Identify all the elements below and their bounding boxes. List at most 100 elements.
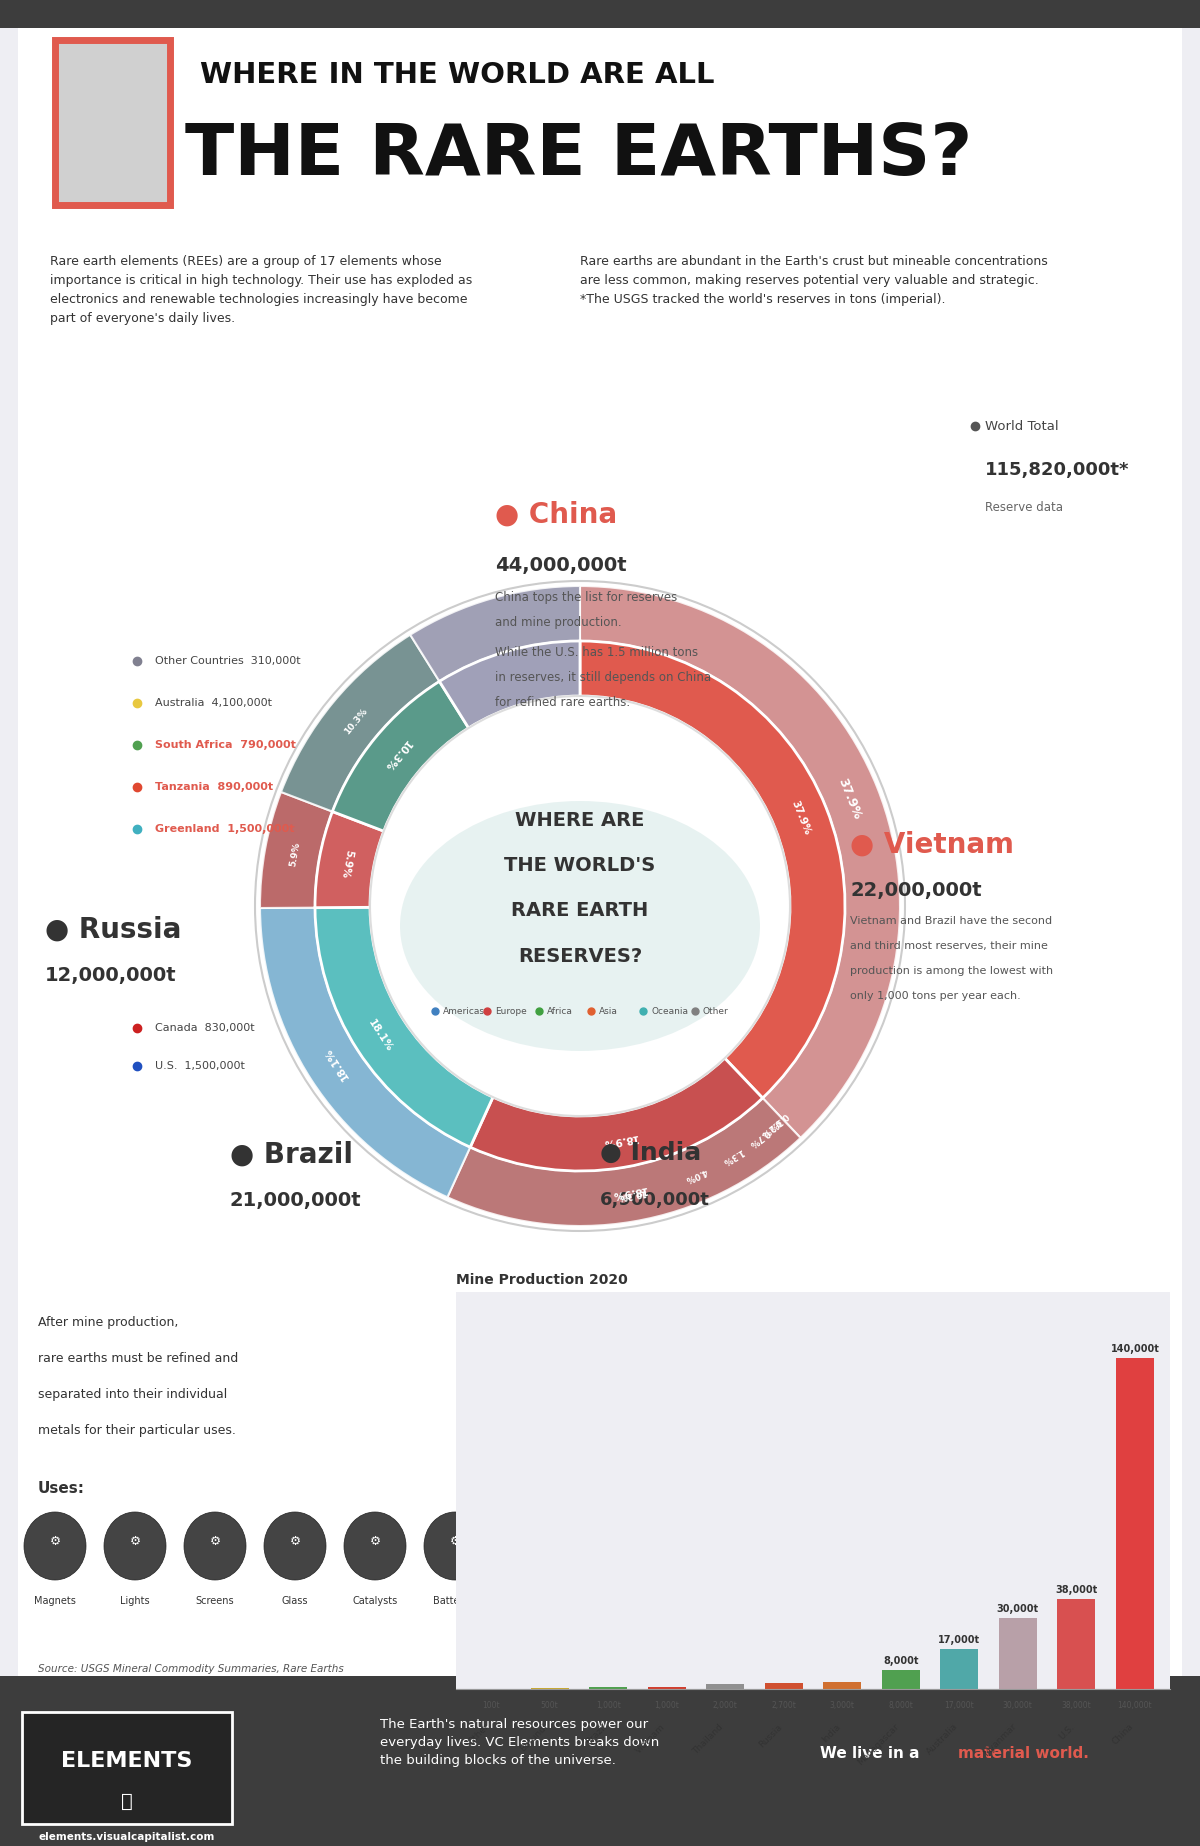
Ellipse shape (104, 1512, 166, 1580)
Text: Asia: Asia (599, 1006, 618, 1015)
Bar (1116, 1359, 1154, 1689)
Text: for refined rare earths.: for refined rare earths. (496, 696, 630, 709)
Text: 3,000t: 3,000t (829, 1700, 854, 1709)
Text: Greenland  1,500,000t: Greenland 1,500,000t (155, 823, 294, 834)
Text: Thailand: Thailand (691, 1722, 725, 1756)
Text: Glass: Glass (282, 1597, 308, 1606)
Text: Europe: Europe (494, 1006, 527, 1015)
Text: 8,000t: 8,000t (888, 1700, 913, 1709)
Text: ● India: ● India (600, 1141, 701, 1165)
Text: WHERE ARE: WHERE ARE (515, 812, 644, 831)
Bar (941, 1648, 978, 1689)
Bar (0, 1676, 1200, 1846)
Text: 21,000,000t: 21,000,000t (230, 1191, 361, 1209)
Text: metals for their particular uses.: metals for their particular uses. (38, 1423, 236, 1436)
Circle shape (370, 696, 790, 1117)
Text: 4.0%: 4.0% (684, 1165, 709, 1183)
Text: 18.1%: 18.1% (323, 1047, 350, 1082)
Text: 10.3%: 10.3% (382, 738, 412, 772)
Text: Uses:: Uses: (38, 1480, 85, 1495)
Text: India: India (820, 1722, 842, 1744)
Text: We live in a: We live in a (820, 1746, 925, 1761)
Text: 500t: 500t (541, 1700, 558, 1709)
Text: South Africa  790,000t: South Africa 790,000t (155, 740, 296, 749)
Text: THE WORLD'S: THE WORLD'S (504, 857, 655, 875)
Text: U.S.  1,500,000t: U.S. 1,500,000t (155, 1061, 245, 1071)
Text: 37.9%: 37.9% (835, 775, 863, 821)
Text: production is among the lowest with: production is among the lowest with (850, 965, 1054, 977)
Text: 30,000t: 30,000t (997, 1604, 1039, 1613)
Text: Rare earths are abundant in the Earth's crust but mineable concentrations
are le: Rare earths are abundant in the Earth's … (580, 255, 1048, 306)
Text: Russia: Russia (757, 1722, 784, 1748)
Bar (0, 0, 1200, 28)
Text: 100t: 100t (482, 1700, 500, 1709)
Text: Canada  830,000t: Canada 830,000t (155, 1023, 254, 1034)
Text: RARE EARTH: RARE EARTH (511, 901, 649, 921)
Text: Steel
Alloys: Steel Alloys (521, 1597, 550, 1617)
Wedge shape (281, 635, 439, 812)
Wedge shape (580, 585, 900, 1137)
Text: Other Countries  310,000t: Other Countries 310,000t (155, 655, 301, 666)
Text: 38,000t: 38,000t (1055, 1586, 1098, 1595)
Text: 38,000t: 38,000t (1062, 1700, 1091, 1709)
Text: 18.1%: 18.1% (367, 1017, 395, 1052)
Text: 18.9%: 18.9% (610, 1183, 647, 1200)
Text: only 1,000 tons per year each.: only 1,000 tons per year each. (850, 991, 1021, 1001)
Text: Reserve data: Reserve data (985, 500, 1063, 513)
Text: ⚙: ⚙ (130, 1534, 140, 1547)
Wedge shape (316, 812, 384, 908)
Text: elements.visualcapitalist.com: elements.visualcapitalist.com (38, 1831, 215, 1842)
Text: 2,000t: 2,000t (713, 1700, 738, 1709)
Text: U.S.: U.S. (1057, 1722, 1076, 1741)
Wedge shape (448, 1098, 800, 1226)
Text: Other: Other (703, 1006, 728, 1015)
Text: Vietnam and Brazil have the second: Vietnam and Brazil have the second (850, 916, 1052, 927)
Text: separated into their individual: separated into their individual (38, 1388, 227, 1401)
Text: Myanmar: Myanmar (982, 1722, 1018, 1759)
Text: 0.2%: 0.2% (758, 1117, 782, 1139)
Text: Australia  4,100,000t: Australia 4,100,000t (155, 698, 272, 709)
Text: Madagascar: Madagascar (856, 1722, 901, 1767)
Text: 10.3%: 10.3% (343, 707, 370, 737)
Text: ● Brazil: ● Brazil (230, 1141, 353, 1169)
Text: ELEMENTS: ELEMENTS (61, 1752, 193, 1770)
Text: Lights: Lights (120, 1597, 150, 1606)
Ellipse shape (264, 1512, 326, 1580)
Text: China: China (1110, 1722, 1135, 1746)
Text: ⚙: ⚙ (449, 1534, 461, 1547)
Text: Rare earth elements (REEs) are a group of 17 elements whose
importance is critic: Rare earth elements (REEs) are a group o… (50, 255, 473, 325)
Text: Batteries: Batteries (433, 1597, 478, 1606)
Text: Australia: Australia (924, 1722, 959, 1757)
Text: ⚙: ⚙ (49, 1534, 61, 1547)
Text: 17,000t: 17,000t (938, 1636, 980, 1645)
Wedge shape (260, 908, 470, 1198)
Text: Tanzania  890,000t: Tanzania 890,000t (155, 783, 274, 792)
Text: 140,000t: 140,000t (1117, 1700, 1152, 1709)
Text: Americas: Americas (443, 1006, 485, 1015)
Text: 🐬: 🐬 (121, 1791, 133, 1811)
Text: 12,000,000t: 12,000,000t (46, 965, 176, 986)
Bar (55, 41, 170, 205)
Text: ● China: ● China (496, 500, 617, 530)
Bar (18, 28, 1182, 1676)
Text: 18.9%: 18.9% (601, 1132, 638, 1148)
Ellipse shape (184, 1512, 246, 1580)
Ellipse shape (344, 1512, 406, 1580)
Text: 140,000t: 140,000t (1110, 1344, 1159, 1355)
Text: RESERVES?: RESERVES? (518, 947, 642, 965)
Text: 1,000t: 1,000t (654, 1700, 679, 1709)
Text: World Total: World Total (985, 419, 1058, 432)
Text: Africa: Africa (547, 1006, 572, 1015)
Text: Vietnam: Vietnam (634, 1722, 667, 1756)
Text: Magnets: Magnets (34, 1597, 76, 1606)
Text: 6,900,000t: 6,900,000t (600, 1191, 710, 1209)
Bar (706, 1684, 744, 1689)
Text: Oceania: Oceania (650, 1006, 688, 1015)
Text: ⚙: ⚙ (209, 1534, 221, 1547)
Text: While the U.S. has 1.5 million tons: While the U.S. has 1.5 million tons (496, 646, 698, 659)
Bar (22, 1711, 232, 1824)
Bar (764, 1684, 803, 1689)
Text: 5.9%: 5.9% (288, 842, 301, 868)
Wedge shape (580, 641, 845, 1098)
Text: ● Vietnam: ● Vietnam (850, 831, 1014, 858)
